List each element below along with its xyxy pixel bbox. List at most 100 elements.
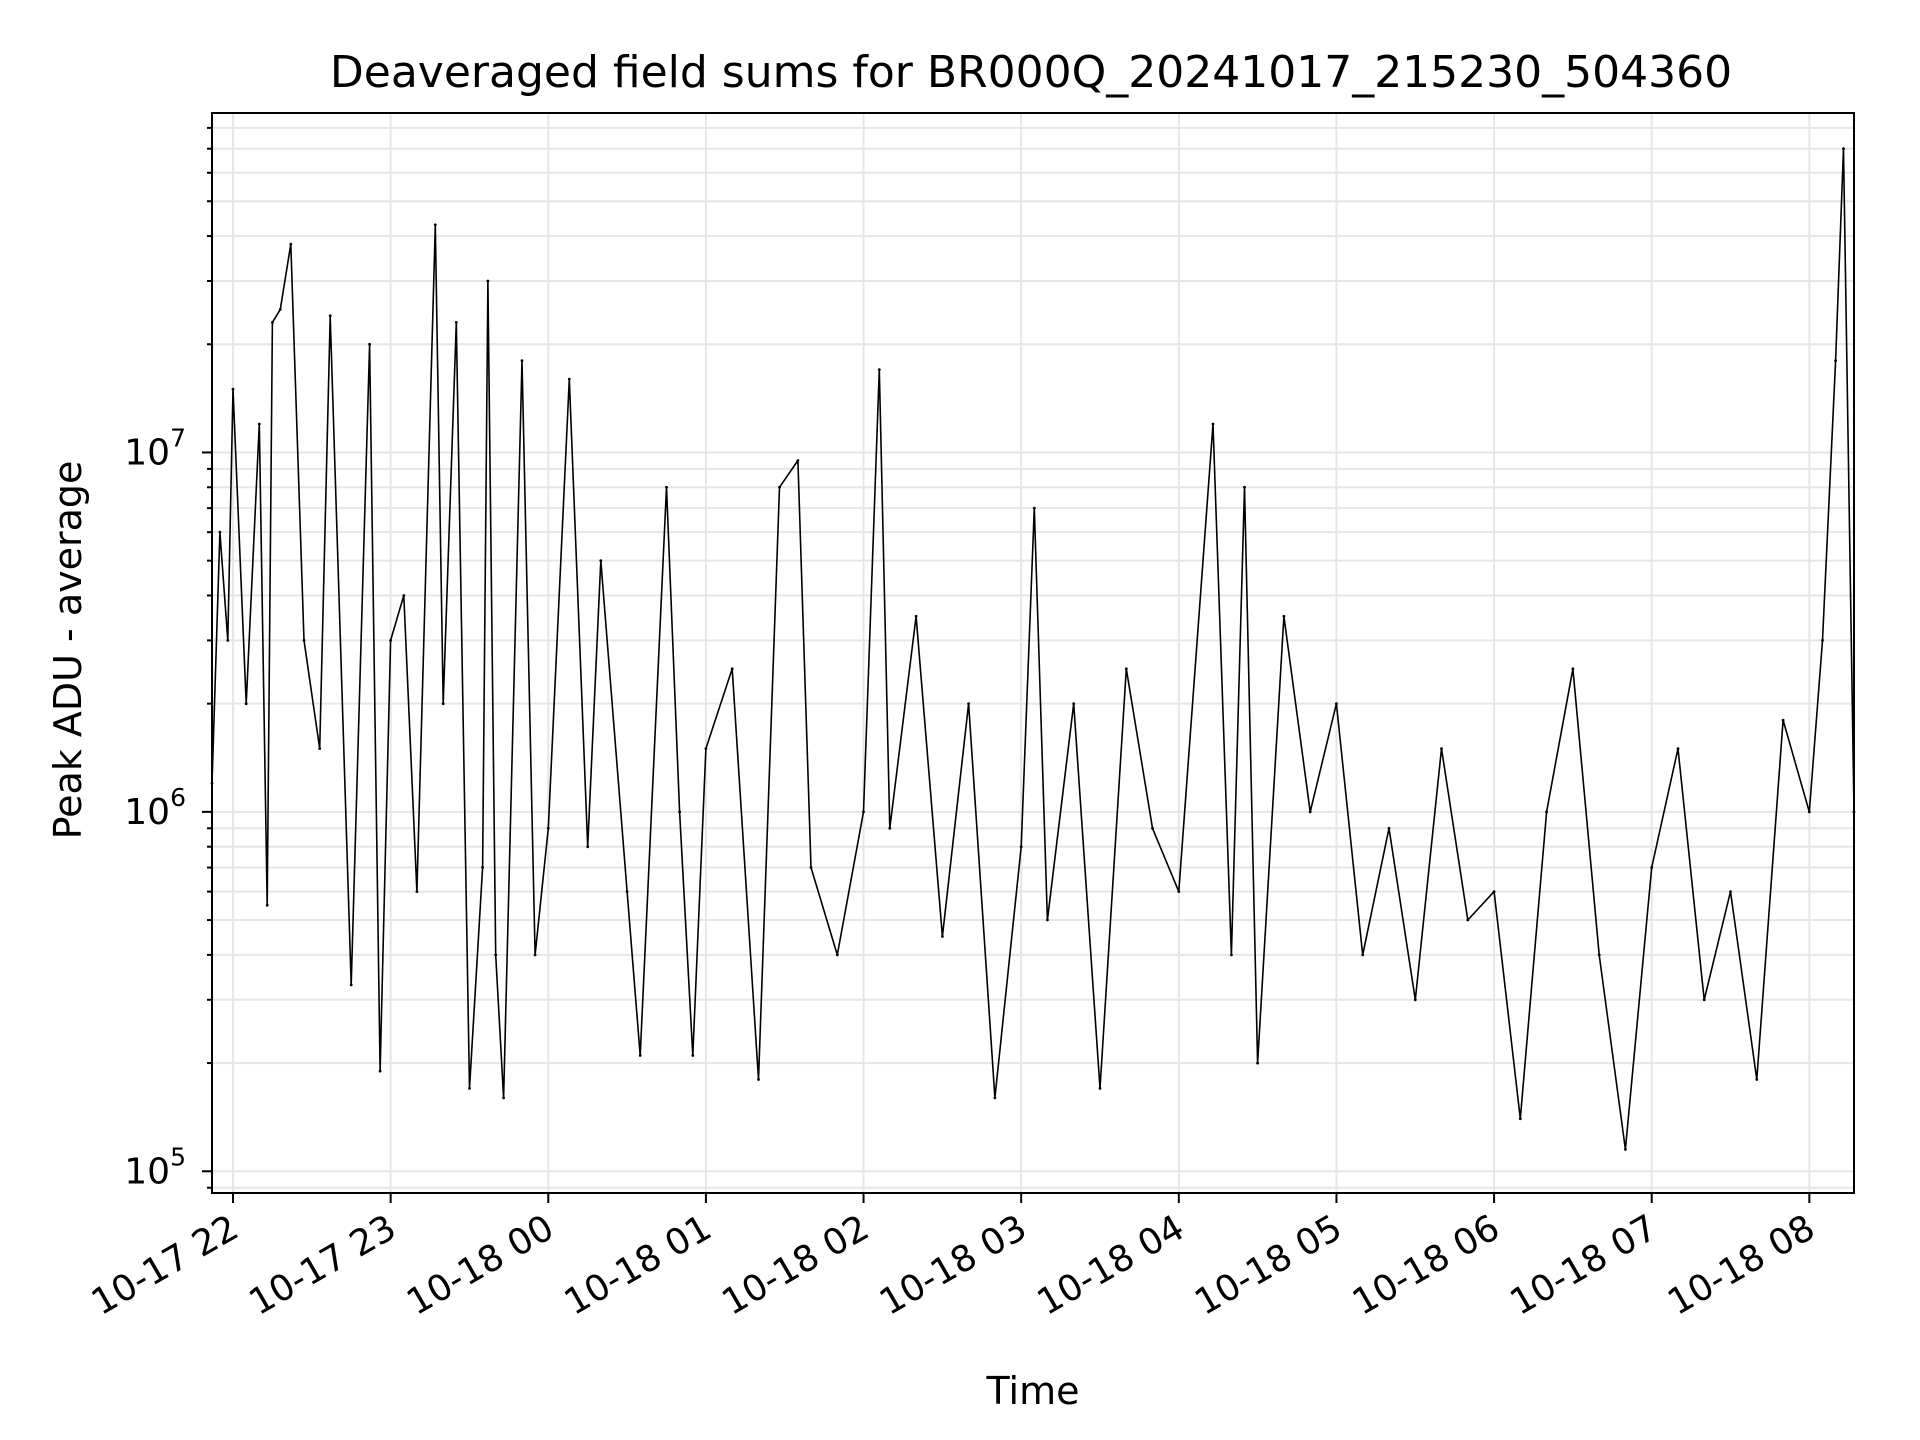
y-tick-label: 106 (124, 783, 186, 833)
y-tick-label: 105 (124, 1142, 186, 1192)
data-point (486, 279, 490, 283)
data-point (378, 1069, 382, 1073)
data-point (218, 530, 222, 534)
data-point (914, 614, 918, 618)
data-point (289, 242, 293, 246)
y-tick-base: 10 (124, 432, 170, 473)
data-point (599, 559, 603, 562)
data-point (402, 594, 406, 597)
data-point (328, 314, 332, 318)
data-point (1807, 810, 1811, 814)
data-point (1842, 147, 1845, 151)
data-point (244, 702, 248, 706)
grid-layer (212, 113, 1854, 1193)
data-point (665, 485, 668, 489)
data-point (778, 485, 781, 489)
data-point (1571, 667, 1575, 671)
data-point (941, 935, 944, 938)
data-point (1440, 747, 1443, 750)
data-point (757, 1078, 760, 1081)
data-point (318, 747, 322, 750)
data-point (494, 953, 498, 957)
data-point (567, 377, 571, 381)
data-point (1361, 953, 1365, 957)
data-point (1755, 1078, 1759, 1081)
data-point (638, 1054, 642, 1057)
data-point (967, 702, 970, 706)
data-point (1151, 826, 1154, 830)
data-point (278, 308, 282, 311)
y-tick-label: 107 (124, 423, 186, 473)
data-point (1702, 998, 1706, 1002)
x-axis-label: Time (986, 1369, 1080, 1413)
data-point (1256, 1061, 1259, 1065)
data-point (1545, 810, 1548, 814)
data-point (468, 1087, 471, 1090)
data-point (502, 1096, 505, 1100)
data-point (302, 639, 306, 642)
data-point (1177, 890, 1181, 893)
data-point (1019, 845, 1023, 849)
y-tick-exponent: 6 (170, 783, 186, 812)
data-point (1492, 890, 1496, 893)
chart-title: Deaveraged field sums for BR000Q_2024101… (330, 47, 1732, 98)
data-point (1624, 1148, 1627, 1151)
data-point (231, 387, 235, 391)
data-point (1335, 702, 1338, 706)
data-point (678, 810, 681, 814)
data-point (1387, 826, 1391, 830)
data-point (533, 953, 537, 957)
data-point (1124, 667, 1128, 671)
data-point (1518, 1117, 1522, 1121)
data-point (1650, 866, 1654, 869)
data-point (226, 639, 230, 642)
data-point (481, 866, 484, 869)
data-point (1466, 918, 1470, 922)
data-point (271, 321, 274, 324)
y-tick-exponent: 7 (170, 423, 186, 452)
y-axis-label: Peak ADU - average (46, 461, 90, 840)
data-point (1676, 747, 1680, 750)
data-point (1230, 953, 1233, 957)
data-point (993, 1096, 997, 1100)
data-point (1211, 422, 1215, 426)
y-tick-base: 10 (124, 1151, 170, 1192)
data-point (809, 866, 813, 869)
data-point (546, 826, 550, 830)
y-tick-exponent: 5 (170, 1142, 186, 1171)
data-point (1834, 359, 1837, 363)
data-point (888, 826, 892, 830)
data-point (1098, 1087, 1102, 1090)
data-point (862, 810, 865, 814)
data-point (368, 342, 371, 346)
data-point (704, 747, 708, 750)
data-point (349, 983, 353, 987)
data-point (257, 422, 261, 426)
data-point (691, 1054, 695, 1057)
data-point (1282, 614, 1286, 618)
data-point (586, 845, 590, 849)
data-point (389, 639, 392, 642)
data-point (796, 459, 800, 462)
data-point (1597, 953, 1601, 957)
y-tick-base: 10 (124, 792, 170, 833)
data-point (625, 890, 629, 893)
series-layer (210, 147, 1856, 1151)
data-point (1821, 639, 1824, 642)
data-point (1072, 702, 1076, 706)
data-point (265, 903, 269, 907)
data-point (1308, 810, 1312, 814)
data-point (441, 702, 445, 706)
data-point (730, 667, 734, 671)
data-point (415, 890, 419, 893)
data-point (1413, 998, 1417, 1002)
data-point (520, 359, 524, 363)
plot-frame (211, 112, 1855, 1194)
data-point (835, 953, 839, 957)
data-point (433, 223, 437, 227)
data-point (1046, 918, 1049, 922)
data-point (1243, 485, 1246, 489)
